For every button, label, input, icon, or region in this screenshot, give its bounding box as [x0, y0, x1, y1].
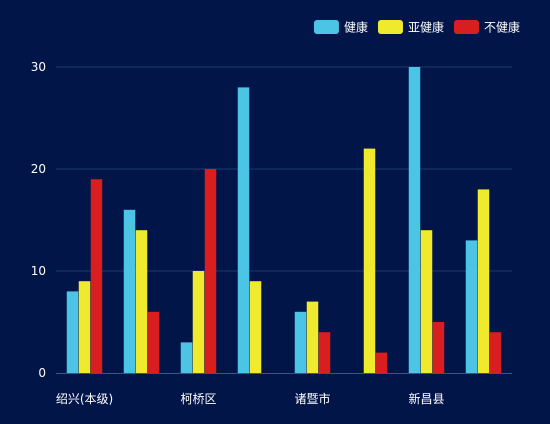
legend-label: 亚健康	[408, 20, 444, 35]
x-tick-label: 绍兴(本级)	[56, 392, 113, 406]
y-tick-label: 0	[38, 366, 46, 380]
y-tick-label: 20	[31, 162, 46, 176]
x-tick-label: 诸暨市	[294, 391, 330, 406]
bar-健康-其他[interactable]	[465, 240, 478, 373]
bar-不健康-嵊州市[interactable]	[375, 352, 388, 373]
bar-健康-诸暨市[interactable]	[294, 311, 307, 373]
bar-亚健康-诸暨市[interactable]	[306, 301, 319, 373]
legend-swatch	[453, 20, 479, 34]
bar-亚健康-嵊州市[interactable]	[363, 148, 376, 373]
legend-swatch	[313, 20, 339, 34]
x-axis: 绍兴(本级) 柯桥区 诸暨市 新昌县	[56, 373, 512, 406]
bar-健康-柯桥区[interactable]	[180, 342, 193, 373]
x-tick-label: 柯桥区	[180, 392, 216, 406]
legend-swatch	[377, 20, 403, 34]
bar-不健康-新昌县[interactable]	[432, 322, 445, 373]
y-axis: 0 10 20 30	[31, 60, 46, 380]
bar-亚健康-柯桥区[interactable]	[192, 271, 205, 373]
bar-亚健康-绍兴(本级)[interactable]	[78, 281, 91, 373]
bar-健康-上虞区[interactable]	[237, 87, 250, 374]
bar-亚健康-新昌县[interactable]	[420, 230, 433, 373]
y-tick-label: 30	[31, 60, 46, 74]
bar-健康-新昌县[interactable]	[408, 67, 421, 373]
bar-不健康-越城区[interactable]	[147, 311, 160, 373]
y-tick-label: 10	[31, 264, 46, 278]
legend-label: 健康	[344, 20, 368, 35]
bars	[66, 67, 502, 374]
legend[interactable]: 健康 亚健康 不健康	[313, 20, 520, 35]
legend-item-不健康[interactable]: 不健康	[453, 20, 520, 35]
bar-不健康-其他[interactable]	[489, 332, 502, 373]
bar-亚健康-越城区[interactable]	[135, 230, 148, 373]
bar-不健康-绍兴(本级)[interactable]	[90, 179, 103, 373]
bar-不健康-柯桥区[interactable]	[204, 169, 217, 373]
legend-label: 不健康	[484, 20, 520, 35]
legend-item-健康[interactable]: 健康	[313, 20, 368, 35]
bar-健康-越城区[interactable]	[123, 209, 136, 373]
bar-亚健康-上虞区[interactable]	[249, 281, 262, 373]
x-tick-label: 新昌县	[408, 391, 444, 406]
bar-不健康-诸暨市[interactable]	[318, 332, 331, 373]
bar-健康-绍兴(本级)[interactable]	[66, 291, 79, 373]
bar-亚健康-其他[interactable]	[477, 189, 490, 373]
legend-item-亚健康[interactable]: 亚健康	[377, 20, 444, 35]
